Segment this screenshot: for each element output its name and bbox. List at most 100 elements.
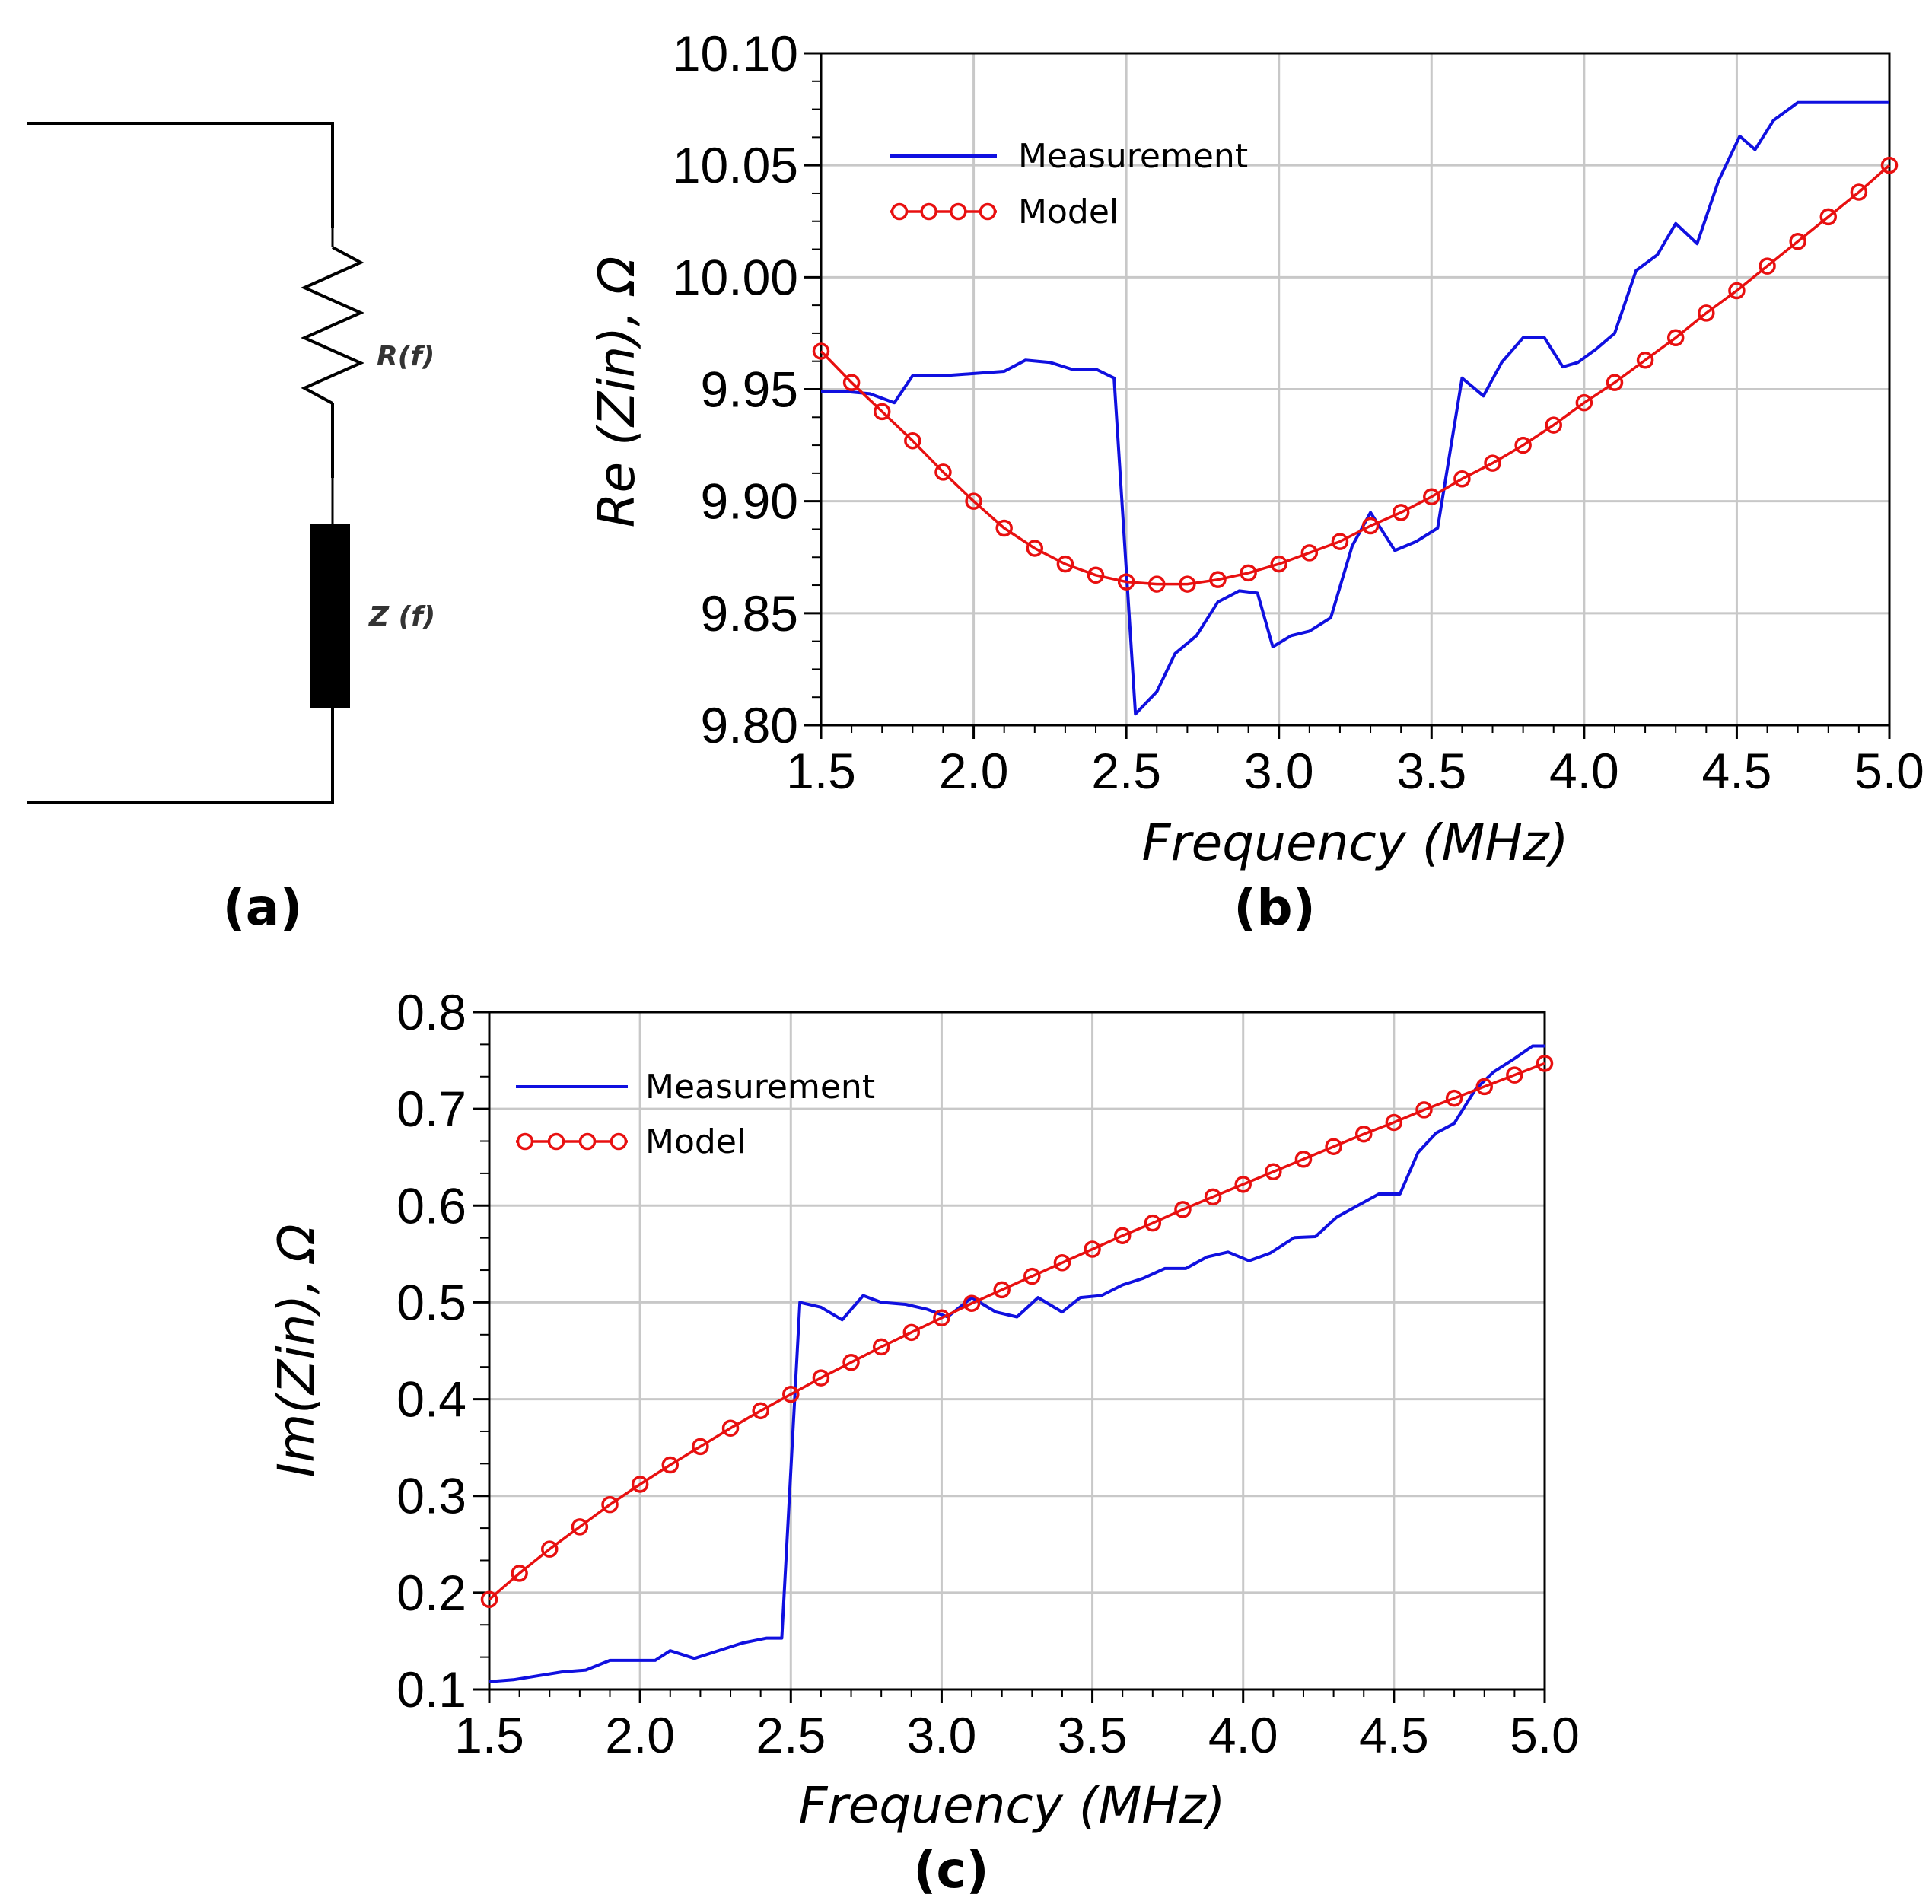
data-point-model — [1265, 1163, 1282, 1181]
legend: Measurement Model — [516, 1068, 875, 1161]
data-point-model — [1209, 571, 1227, 588]
data-point-model — [1545, 416, 1562, 434]
data-point-model — [1392, 504, 1410, 521]
x-tick-label: 2.0 — [605, 1707, 675, 1763]
data-point-model — [1240, 564, 1257, 582]
data-point-model — [1636, 351, 1654, 369]
data-point-model — [721, 1419, 740, 1437]
legend-label-measurement: Measurement — [1018, 137, 1248, 176]
data-point-model — [1819, 208, 1838, 226]
x-axis-label: Frequency (MHz) — [1142, 813, 1569, 872]
data-point-model — [933, 1309, 950, 1327]
legend-model-marker — [890, 202, 909, 221]
data-point-model — [752, 1402, 769, 1420]
chart-im-zin: 1.5 2.0 2.5 3.0 3.5 4.0 4.5 5.0 0.1 0.2 0.3 0.4 0.5… — [267, 984, 1580, 1899]
data-point-model — [1087, 566, 1105, 584]
data-point-model — [1728, 282, 1746, 300]
data-point-model — [1084, 1240, 1101, 1258]
series — [480, 1044, 1554, 1683]
x-tick-label: 2.5 — [756, 1707, 826, 1763]
series-line-model — [820, 164, 1891, 586]
data-point-model — [842, 374, 861, 391]
data-point-model — [1759, 257, 1776, 275]
data-point-model — [1325, 1138, 1342, 1155]
data-point-model — [782, 1385, 800, 1403]
data-point-model — [1789, 232, 1806, 250]
legend-model-marker — [979, 202, 997, 221]
data-point-model — [1056, 555, 1074, 573]
y-tick-label: 0.2 — [396, 1565, 466, 1621]
data-point-model — [1053, 1254, 1071, 1272]
legend-model-marker — [547, 1132, 565, 1151]
data-point-model — [1506, 1066, 1523, 1084]
data-point-model — [1026, 540, 1044, 557]
legend-model-marker — [516, 1132, 534, 1151]
y-tick-label: 0.3 — [396, 1468, 466, 1524]
top-wire — [27, 122, 334, 228]
legend-model-marker — [920, 202, 937, 221]
data-point-model — [1331, 533, 1349, 550]
tick-marks — [804, 52, 1891, 739]
plot-frame — [488, 1011, 1546, 1691]
legend-line-model — [516, 1132, 628, 1151]
resistor-symbol — [301, 246, 364, 405]
data-point-model — [1606, 374, 1624, 391]
x-tick-label: 3.5 — [1058, 1707, 1128, 1763]
y-tick-label: 9.90 — [701, 473, 798, 530]
x-tick-label: 4.5 — [1702, 743, 1772, 799]
data-point-model — [1880, 156, 1899, 174]
data-point-model — [541, 1540, 559, 1558]
y-tick-label: 10.05 — [673, 137, 798, 193]
plot-frame — [820, 52, 1891, 727]
impedance-label: Z (f) — [368, 601, 435, 632]
data-point-model — [934, 463, 952, 481]
data-point-model — [1174, 1201, 1192, 1218]
x-tick-label: 4.5 — [1359, 1707, 1429, 1763]
y-tick-labels: 0.1 0.2 0.3 0.4 0.5 0.6 0.7 0.8 — [396, 984, 466, 1718]
x-tick-label: 3.0 — [907, 1707, 977, 1763]
data-point-model — [1204, 1188, 1222, 1206]
data-point-model — [631, 1476, 649, 1493]
y-axis-label: Re (Zin), Ω — [587, 256, 646, 528]
data-point-model — [812, 342, 830, 360]
data-point-model — [842, 1354, 860, 1371]
data-point-model — [1270, 555, 1287, 573]
data-point-model — [1698, 304, 1715, 322]
data-point-model — [963, 1294, 981, 1312]
panel-label-c: (c) — [913, 1841, 988, 1899]
y-tick-label: 10.00 — [673, 249, 798, 305]
legend-label-model: Model — [645, 1122, 746, 1161]
data-point-model — [601, 1495, 619, 1514]
y-axis-label: Im(Zin), Ω — [267, 1224, 326, 1477]
data-point-model — [1361, 517, 1380, 535]
data-point-model — [1294, 1151, 1313, 1168]
legend-model-marker — [578, 1132, 597, 1151]
y-tick-label: 0.4 — [396, 1371, 466, 1428]
data-point-model — [1179, 575, 1196, 593]
y-tick-label: 0.6 — [396, 1177, 466, 1234]
x-tick-label: 1.5 — [454, 1707, 524, 1763]
data-point-model — [1234, 1176, 1252, 1193]
data-point-model — [1354, 1125, 1373, 1143]
data-point-model — [902, 1323, 921, 1342]
data-point-model — [692, 1438, 709, 1456]
data-point-model — [812, 1369, 830, 1387]
x-tick-label: 1.5 — [786, 743, 856, 799]
data-point-model — [661, 1456, 680, 1474]
x-tick-label: 3.0 — [1244, 743, 1314, 799]
y-tick-label: 0.7 — [396, 1081, 466, 1137]
x-tick-labels: 1.5 2.0 2.5 3.0 3.5 4.0 4.5 5.0 — [454, 1707, 1580, 1763]
y-tick-label: 10.10 — [673, 25, 798, 81]
resistor-label: R(f) — [377, 341, 434, 372]
data-point-model — [1514, 436, 1532, 454]
data-point-model — [1117, 573, 1135, 591]
data-point-model — [511, 1565, 528, 1582]
data-point-model — [1484, 454, 1501, 472]
series-line-measurement — [821, 100, 1889, 716]
y-tick-label: 9.85 — [701, 585, 798, 642]
panel-label-a: (a) — [223, 878, 303, 937]
bottom-wire — [27, 708, 334, 804]
legend-model-marker — [610, 1132, 628, 1151]
data-point-model — [1300, 544, 1319, 562]
